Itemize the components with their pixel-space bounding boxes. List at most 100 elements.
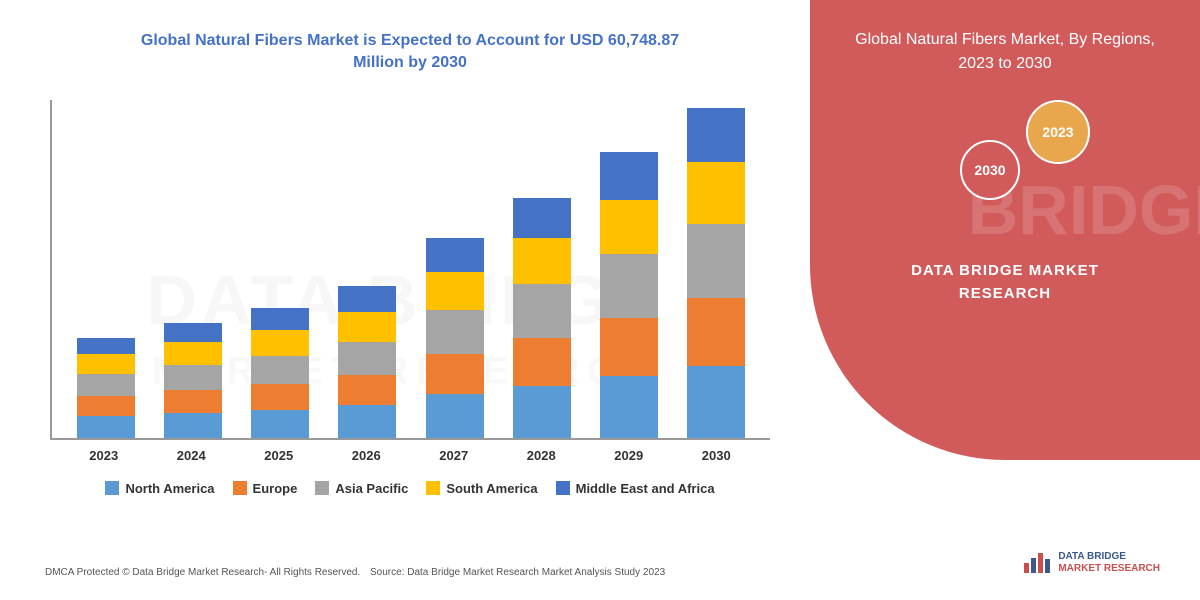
brand-line2: RESEARCH (959, 285, 1051, 302)
chart-section: DATA BRIDGE MARKET RESEARCH Global Natur… (0, 0, 810, 600)
x-axis-labels: 2023 2024 2025 2026 2027 2028 2029 2030 (50, 448, 770, 463)
chart-legend: North America Europe Asia Pacific South Ame… (40, 481, 780, 496)
bar-group (420, 238, 490, 438)
bar-segment (338, 286, 396, 312)
bar-segment (687, 224, 745, 298)
logo: DATA BRIDGE MARKET RESEARCH (1024, 551, 1160, 575)
bar-segment (164, 413, 222, 438)
x-label: 2030 (681, 448, 751, 463)
bar-stack (251, 308, 309, 438)
bar-segment (687, 366, 745, 438)
bar-segment (426, 394, 484, 438)
bar-group (681, 108, 751, 438)
bar-segment (251, 308, 309, 330)
legend-item: North America (105, 481, 214, 496)
bar-segment (164, 390, 222, 413)
badge-2030: 2030 (960, 140, 1020, 200)
bar-stack (687, 108, 745, 438)
legend-item: Middle East and Africa (556, 481, 715, 496)
bar-stack (77, 338, 135, 438)
legend-label: North America (125, 481, 214, 496)
x-label: 2024 (156, 448, 226, 463)
legend-label: South America (446, 481, 537, 496)
bar-segment (687, 298, 745, 366)
brand-line1: DATA BRIDGE MARKET (911, 262, 1099, 279)
bar-segment (687, 108, 745, 162)
bar-segment (77, 374, 135, 396)
bar-segment (251, 330, 309, 356)
brand-text: DATA BRIDGE MARKET RESEARCH (810, 260, 1200, 305)
logo-text-line1: DATA BRIDGE (1058, 551, 1126, 562)
bar-segment (251, 384, 309, 410)
logo-bar (1031, 558, 1036, 573)
logo-text: DATA BRIDGE MARKET RESEARCH (1058, 551, 1160, 575)
x-label: 2028 (506, 448, 576, 463)
chart-title: Global Natural Fibers Market is Expected… (135, 30, 685, 75)
bar-segment (77, 354, 135, 374)
x-label: 2029 (594, 448, 664, 463)
bar-stack (338, 286, 396, 438)
bar-segment (164, 365, 222, 390)
bar-stack (426, 238, 484, 438)
bar-segment (600, 152, 658, 200)
bar-segment (513, 198, 571, 238)
bar-segment (600, 376, 658, 438)
logo-text-line2: MARKET RESEARCH (1058, 563, 1160, 574)
x-label: 2026 (331, 448, 401, 463)
red-panel: BRIDGE Global Natural Fibers Market, By … (810, 0, 1200, 460)
logo-bar (1024, 563, 1029, 573)
bar-segment (600, 200, 658, 254)
bar-segment (426, 272, 484, 310)
bar-segment (338, 405, 396, 438)
legend-swatch (105, 481, 119, 495)
legend-swatch (426, 481, 440, 495)
footer-dmca: DMCA Protected © Data Bridge Market Rese… (45, 567, 360, 578)
legend-label: Europe (253, 481, 298, 496)
bar-group (332, 286, 402, 438)
panel-title: Global Natural Fibers Market, By Regions… (855, 28, 1155, 76)
bar-segment (164, 342, 222, 365)
logo-bar (1045, 559, 1050, 573)
bar-segment (513, 284, 571, 338)
bar-stack (600, 152, 658, 438)
legend-label: Asia Pacific (335, 481, 408, 496)
bar-segment (338, 312, 396, 342)
bar-segment (338, 342, 396, 375)
legend-item: South America (426, 481, 537, 496)
bar-group (594, 152, 664, 438)
bar-segment (77, 396, 135, 416)
legend-swatch (556, 481, 570, 495)
legend-swatch (315, 481, 329, 495)
bar-group (245, 308, 315, 438)
logo-bar (1038, 553, 1043, 573)
bar-segment (164, 323, 222, 342)
bar-segment (251, 410, 309, 438)
badge-2023: 2023 (1026, 100, 1090, 164)
side-panel: BRIDGE Global Natural Fibers Market, By … (810, 0, 1200, 600)
logo-bars-icon (1024, 553, 1050, 573)
x-label: 2025 (244, 448, 314, 463)
stacked-bar-chart (50, 100, 770, 440)
bar-segment (513, 386, 571, 438)
legend-item: Asia Pacific (315, 481, 408, 496)
bar-group (507, 198, 577, 438)
legend-label: Middle East and Africa (576, 481, 715, 496)
bar-segment (77, 416, 135, 438)
legend-item: Europe (233, 481, 298, 496)
bar-segment (513, 338, 571, 386)
bar-group (158, 323, 228, 438)
legend-swatch (233, 481, 247, 495)
bar-segment (426, 310, 484, 354)
bar-segment (426, 238, 484, 272)
bar-segment (251, 356, 309, 384)
bar-segment (338, 375, 396, 405)
x-label: 2027 (419, 448, 489, 463)
bar-segment (513, 238, 571, 284)
x-label: 2023 (69, 448, 139, 463)
bar-segment (600, 318, 658, 376)
bar-segment (426, 354, 484, 394)
footer-source: Source: Data Bridge Market Research Mark… (370, 567, 665, 578)
bar-segment (77, 338, 135, 354)
bar-stack (513, 198, 571, 438)
bar-stack (164, 323, 222, 438)
